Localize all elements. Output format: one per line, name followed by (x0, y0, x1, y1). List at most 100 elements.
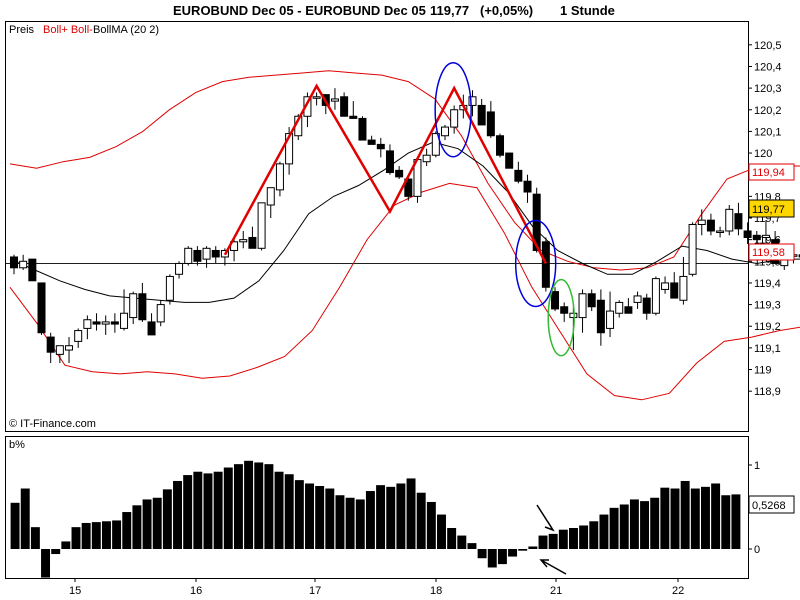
candle-body (761, 234, 770, 238)
b-percent-bar (558, 529, 568, 549)
candle-body (651, 278, 660, 314)
b-percent-bar (690, 488, 700, 549)
copyright: © IT-Finance.com (9, 418, 96, 430)
candle-body (587, 293, 596, 308)
candle-body (560, 306, 569, 314)
candle-body (28, 258, 37, 282)
candle-body (156, 304, 165, 323)
b-percent-bar (81, 522, 91, 549)
b-percent-bar (386, 486, 396, 549)
b-percent-bar (284, 474, 294, 549)
legend-b-percent: b% (9, 439, 25, 451)
b-percent-bar (700, 486, 710, 549)
candle-body (450, 109, 459, 128)
b-percent-bar (477, 549, 487, 559)
b-percent-bar (538, 535, 548, 549)
b-percent-badge: 0,5268 (752, 500, 786, 512)
candle-body (101, 321, 110, 325)
candle-body (349, 115, 358, 119)
candle-body (239, 239, 248, 243)
candle-body (706, 219, 715, 232)
candle-body (367, 139, 376, 145)
b-percent-bar (315, 486, 325, 549)
candle-body (679, 275, 688, 301)
b-percent-bar (640, 501, 650, 549)
candle-body (514, 169, 523, 182)
candle-body (551, 291, 560, 310)
candle-body (193, 249, 202, 262)
candle-body (752, 234, 761, 241)
b-percent-bar (711, 483, 721, 549)
candle-body (138, 293, 147, 321)
y-tick-label: 119,1 (754, 343, 781, 355)
candle-body (624, 306, 633, 314)
b-percent-bar (589, 521, 599, 549)
b-percent-bar (132, 505, 142, 549)
b-percent-bar (223, 467, 233, 549)
b-percent-bar (142, 499, 152, 549)
candle-body (422, 154, 431, 163)
candle-body (184, 247, 193, 264)
candle-body (358, 117, 367, 141)
interval-label: 1 Stunde (560, 3, 615, 18)
candle-body (330, 98, 339, 102)
price-badge: 119,77 (752, 204, 785, 216)
candle-body (46, 336, 55, 353)
arrow-up (539, 559, 567, 575)
candle-body (670, 282, 679, 299)
candle-body (725, 208, 734, 232)
zigzag-pattern (223, 83, 547, 265)
candle-body (532, 193, 541, 251)
candle-body (65, 345, 74, 351)
upper-band-badge: 119,94 (752, 167, 785, 179)
y-tick-label: 119 (754, 365, 772, 377)
candle-body (505, 152, 514, 169)
y-tick-label: 120,2 (754, 105, 782, 117)
x-tick-label: 22 (672, 585, 684, 597)
price-change: (+0,05%) (480, 3, 533, 18)
x-axis: 15 16 17 18 21 22 (69, 578, 684, 597)
candle-body (248, 236, 257, 249)
y-tick-label: 120,3 (754, 83, 782, 95)
b-percent-bar (294, 480, 304, 549)
b-percent-bar (152, 497, 162, 549)
b-percent-badge-box (748, 495, 795, 514)
candle-body (211, 249, 220, 258)
legend-boll: Boll+ Boll- (43, 24, 93, 36)
b-percent-bar (609, 507, 619, 549)
b-percent-bar (426, 501, 436, 549)
b-percent-bar (71, 527, 81, 549)
b-percent-bar (487, 549, 497, 568)
candle-body (285, 133, 294, 165)
b-percent-bar (528, 546, 538, 549)
candle-body (147, 321, 156, 336)
candle-body (19, 260, 28, 269)
candle-body (129, 293, 138, 319)
b-percent-bar (518, 549, 528, 551)
candle-body (486, 111, 495, 137)
b-percent-bar (10, 502, 20, 549)
b-percent-bar (183, 475, 193, 549)
candle-body (716, 230, 725, 233)
b-percent-bar (406, 478, 416, 549)
candle-body (688, 223, 697, 275)
b-percent-bar (579, 525, 589, 549)
candle-body (175, 262, 184, 275)
b-percent-bar (325, 488, 335, 549)
lower-band-badge-box (748, 243, 795, 261)
b-percent-bar (619, 504, 629, 549)
b-percent-bar (51, 549, 61, 555)
candle-body (431, 133, 440, 156)
b-percent-bar (569, 528, 578, 549)
instrument-title: EUROBUND Dec 05 - EUROBUND Dec 05 (173, 3, 426, 18)
candle-body (83, 319, 92, 329)
candle-body (202, 247, 211, 260)
candle-body (743, 230, 752, 238)
y-tick-label: 120 (754, 148, 772, 160)
candle-body (340, 96, 349, 117)
b-percent-bar (437, 514, 446, 549)
b-percent-bar (20, 488, 30, 549)
b-percent-bar (629, 499, 639, 549)
b-percent-bar (162, 489, 172, 549)
b-percent-bar (396, 483, 406, 549)
